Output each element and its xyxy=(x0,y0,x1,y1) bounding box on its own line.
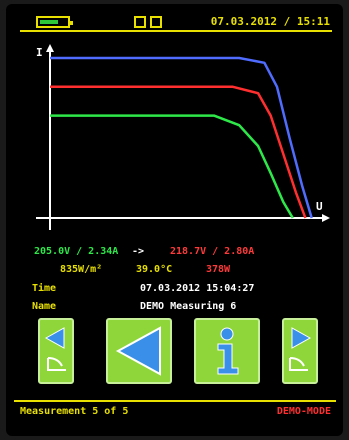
right-step-icon xyxy=(289,327,312,371)
time-label: Time xyxy=(32,283,57,294)
irradiance-value: 835W/m² xyxy=(60,264,103,275)
info-button[interactable] xyxy=(194,318,260,384)
measurement-counter: Measurement 5 of 5 xyxy=(20,406,129,417)
iv-curve-chart: I U xyxy=(36,44,330,230)
name-value: DEMO Measuring 6 xyxy=(140,301,237,312)
indicator-square-2 xyxy=(150,16,162,28)
left-step-icon xyxy=(44,327,66,371)
time-value: 07.03.2012 15:04:27 xyxy=(140,283,255,294)
series-line-2 xyxy=(50,85,307,219)
header-divider xyxy=(20,30,332,32)
arrow-separator: -> xyxy=(132,246,145,257)
battery-icon xyxy=(36,16,73,28)
top-bar: 07.03.2012 / 15:11 xyxy=(14,10,336,32)
next-step-button[interactable] xyxy=(282,318,318,384)
device-screen: 07.03.2012 / 15:11 I U 205.0V / 2.34A ->… xyxy=(6,4,343,436)
back-arrow-icon xyxy=(115,326,161,376)
y-axis-arrow xyxy=(46,44,54,52)
power-value: 378W xyxy=(206,264,231,275)
back-button[interactable] xyxy=(106,318,172,384)
header-datetime: 07.03.2012 / 15:11 xyxy=(210,15,330,28)
x-axis-arrow xyxy=(322,214,330,222)
indicator-square-1 xyxy=(134,16,146,28)
prev-step-button[interactable] xyxy=(38,318,74,384)
name-label: Name xyxy=(32,301,57,312)
green-readout: 205.0V / 2.34A xyxy=(34,246,119,257)
series-line-3 xyxy=(50,114,294,219)
y-axis-label: I xyxy=(36,46,43,59)
footer-divider xyxy=(14,400,336,402)
info-icon xyxy=(217,327,239,375)
red-readout: 218.7V / 2.80A xyxy=(170,246,255,257)
x-axis-label: U xyxy=(316,200,323,213)
temperature-value: 39.0°C xyxy=(136,264,173,275)
series-line-1 xyxy=(50,56,313,219)
demo-mode-label: DEMO-MODE xyxy=(276,406,331,417)
series-group xyxy=(50,56,313,219)
